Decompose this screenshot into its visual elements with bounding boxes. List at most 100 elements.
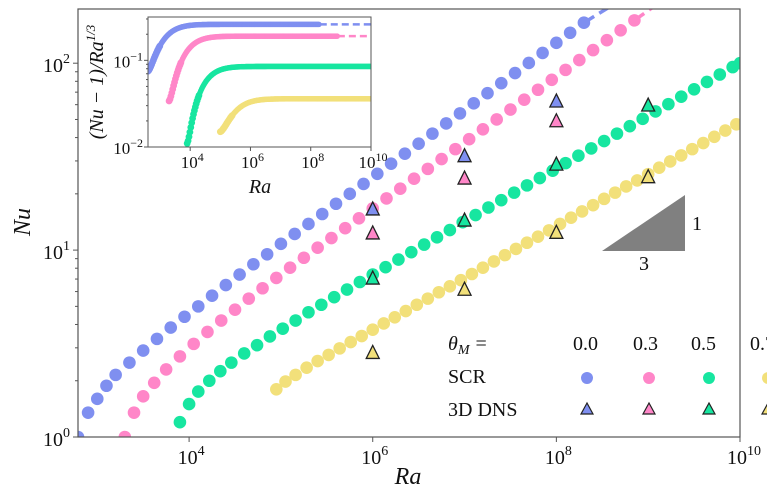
scr-point [315, 298, 328, 312]
dns-point [456, 147, 473, 163]
scr-point [509, 242, 523, 256]
y-tick-label: 102 [43, 52, 70, 77]
scr-point [302, 305, 315, 319]
inset-point [367, 95, 371, 102]
scr-point [191, 385, 205, 398]
scr-point [90, 392, 104, 406]
scr-point [623, 119, 637, 133]
scr-point [430, 231, 444, 244]
scr-point [531, 230, 545, 243]
scr-point [352, 211, 366, 225]
inset-plot: 104 106 108 1010 10−2 10−1 Ra (Nu − 1)/Ra1/3 [83, 16, 388, 198]
legend-triangle-marker [579, 401, 595, 415]
scr-point [533, 171, 547, 185]
inset-x-tick-label: 108 [301, 150, 324, 172]
scr-point [384, 157, 398, 170]
scr-point [619, 180, 633, 193]
legend-triangle-marker [760, 403, 767, 415]
scr-point [507, 186, 521, 199]
scr-point [270, 271, 283, 285]
scr-point [426, 127, 439, 140]
slope-triangle [602, 195, 685, 251]
scr-point [508, 66, 522, 80]
slope-rise-label: 1 [692, 213, 702, 235]
scr-point [300, 361, 313, 374]
legend-value: 0.3 [633, 333, 658, 355]
scr-point [600, 33, 614, 47]
scr-point [597, 134, 611, 148]
scr-point [469, 208, 482, 222]
legend-row-scr: SCR [448, 366, 486, 388]
slope-run-label: 3 [639, 253, 649, 275]
scr-point [462, 132, 476, 146]
scr-point [696, 136, 710, 150]
inset-y-axis-label: (Nu − 1)/Ra1/3 [83, 24, 108, 139]
scr-point [482, 201, 495, 214]
scr-point [573, 53, 586, 67]
legend-theta: θ [448, 333, 458, 355]
legend-value: 0.5 [691, 333, 716, 355]
scr-point [412, 137, 425, 150]
scr-point [233, 268, 246, 281]
scr-point [219, 278, 233, 292]
inset-x-tick-label: 1010 [359, 150, 388, 172]
scr-point [344, 335, 357, 349]
legend-circle-marker [643, 372, 655, 384]
legend-triangle-marker [701, 401, 717, 415]
scr-point [340, 283, 354, 296]
scr-point [325, 231, 338, 245]
scr-dashed-extension [633, 9, 654, 22]
scr-point [719, 124, 732, 137]
legend: θM = SCR 3D DNS 0.0 0.3 0.5 0.7 [448, 333, 767, 421]
scr-point [247, 257, 260, 271]
scr-point [81, 406, 95, 419]
dns-point [548, 223, 564, 239]
dns-point [548, 155, 564, 171]
scr-point [550, 36, 563, 50]
scr-point [597, 192, 611, 206]
scr-point [559, 63, 572, 77]
x-axis-label: Ra [394, 464, 422, 490]
inset-plot-marks [148, 21, 371, 147]
x-tick-label: 106 [361, 444, 388, 469]
scr-point [202, 374, 216, 388]
scr-point [421, 292, 435, 305]
main-plot-marks [78, 9, 740, 437]
inset-point [367, 63, 371, 70]
scr-point [399, 304, 413, 318]
main-axes-frame [77, 8, 741, 438]
scr-point [545, 73, 559, 87]
scr-point [652, 161, 666, 174]
scr-point [393, 182, 407, 196]
scr-point [700, 75, 714, 89]
slope-annotation: 1 3 [602, 195, 702, 275]
scr-point [315, 207, 329, 221]
dns-point [456, 169, 473, 185]
dns-point [548, 112, 564, 128]
legend-header: θM = [448, 333, 487, 358]
scr-point [449, 142, 462, 156]
scr-point [498, 248, 512, 262]
inset-point [316, 21, 322, 28]
scr-point [490, 113, 503, 126]
scr-point [178, 310, 191, 324]
scr-point [289, 368, 302, 382]
x-tick-label: 104 [178, 444, 205, 469]
scr-point [173, 415, 187, 429]
legend-circle-marker [581, 372, 593, 384]
scr-point [311, 354, 324, 368]
scr-point [730, 118, 740, 131]
scr-point [214, 364, 227, 378]
scr-point [380, 192, 393, 205]
scr-point [150, 332, 164, 346]
scr-point [575, 205, 589, 218]
dns-point [548, 92, 564, 108]
dns-point [640, 168, 656, 184]
scr-point [614, 23, 627, 37]
scr-point [173, 350, 187, 363]
scr-point [481, 86, 494, 100]
scr-point [288, 227, 301, 241]
scr-point [453, 107, 467, 120]
scr-point [443, 223, 457, 237]
